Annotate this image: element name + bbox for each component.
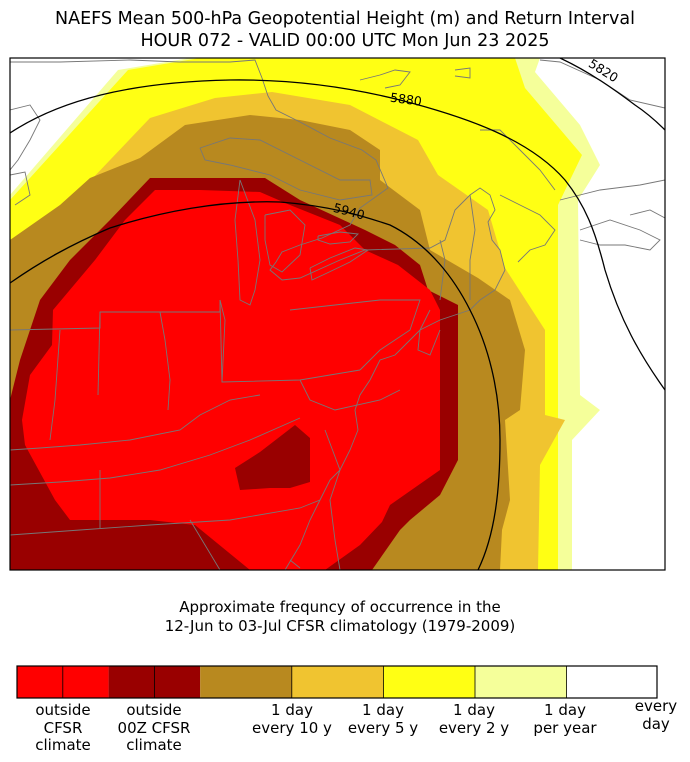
map-title-line1: NAEFS Mean 500-hPa Geopotential Height (…: [55, 9, 635, 29]
colorbar-swatch-every-day: [566, 666, 657, 698]
climatology-caption-line2: 12-Jun to 03-Jul CFSR climatology (1979-…: [164, 617, 516, 635]
height-contours: [10, 58, 665, 570]
contour-5820: [559, 58, 665, 131]
colorbar-swatch-five-year: [291, 666, 384, 698]
colorbar-swatch-per-year: [475, 666, 567, 698]
colorbar-label-ten-year: 1 day every 10 y: [252, 701, 332, 737]
political-borders: [10, 59, 665, 570]
climatology-caption-line1: Approximate frequncy of occurrence in th…: [179, 598, 501, 616]
colorbar-swatch-two-year: [383, 666, 475, 698]
colorbar-label-per-year: 1 day per year: [533, 701, 597, 737]
colorbar-label-every-day: every day: [634, 697, 678, 733]
colorbar-label-outside-00z: outside 00Z CFSR climate: [117, 701, 191, 754]
colorbar-label-five-year: 1 day every 5 y: [347, 701, 419, 737]
colorbar-swatch-ten-year: [200, 666, 292, 698]
contour-label-5880: 5880: [389, 90, 423, 109]
colorbar: [16, 665, 658, 699]
contour-5940: [10, 201, 501, 570]
colorbar-label-outside-cfsr: outside CFSR climate: [35, 701, 91, 754]
colorbar-label-two-year: 1 day every 2 y: [438, 701, 510, 737]
contour-5880: [10, 79, 665, 391]
map-frame: [9, 57, 666, 571]
region-outside-00z-pocket: [235, 425, 310, 490]
map-title-line2: HOUR 072 - VALID 00:00 UTC Mon Jun 23 20…: [140, 31, 550, 51]
